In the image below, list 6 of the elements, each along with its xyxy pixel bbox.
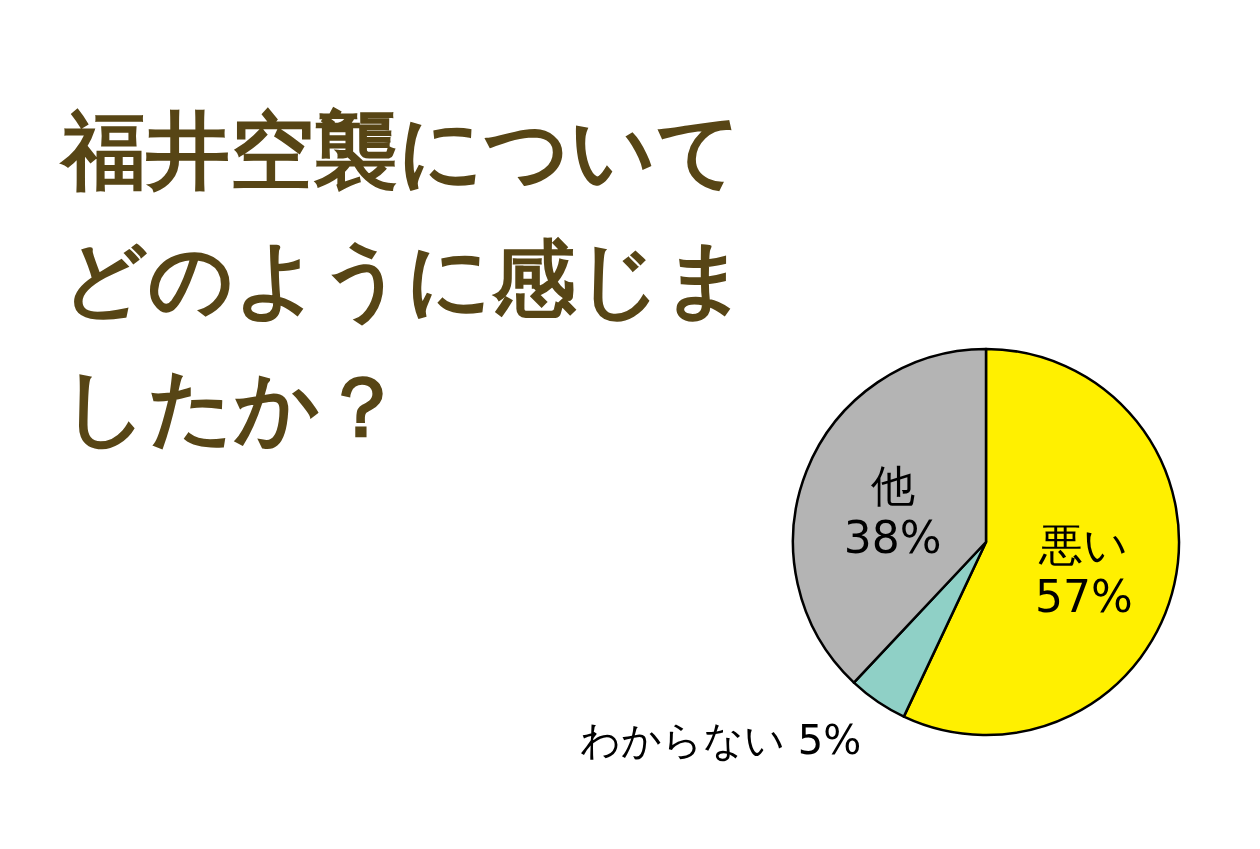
chart-title: 福井空襲についてどのように感じましたか？ xyxy=(59,102,748,456)
data-label: 57% xyxy=(1035,570,1133,622)
slice-label: 悪い xyxy=(1038,518,1129,570)
slice-label: 他 xyxy=(870,460,915,512)
slice-label: わからない 5% xyxy=(580,716,862,763)
data-label: 38% xyxy=(843,512,942,564)
